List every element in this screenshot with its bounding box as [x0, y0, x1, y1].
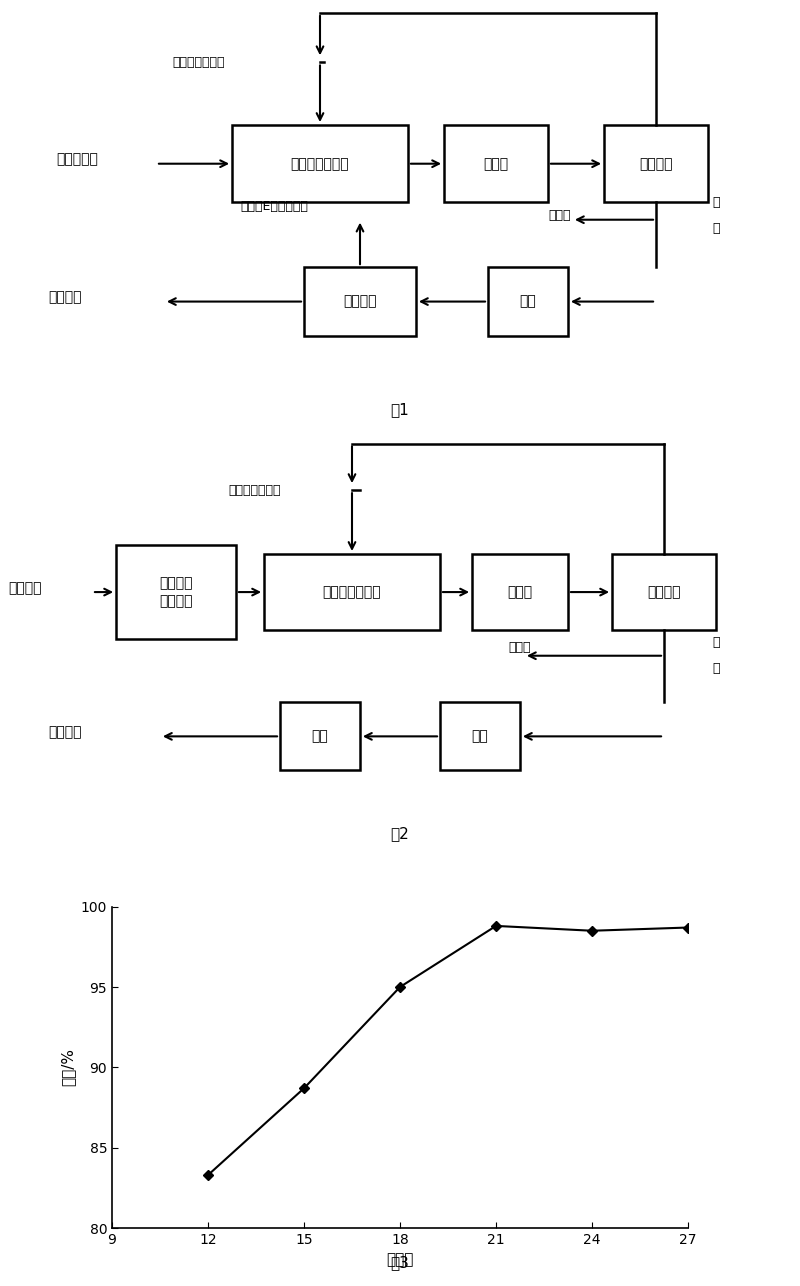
- FancyBboxPatch shape: [472, 554, 568, 630]
- Text: 共溶体系的形成: 共溶体系的形成: [322, 585, 382, 599]
- Text: 分: 分: [712, 637, 720, 649]
- Text: 油脂皂脚: 油脂皂脚: [8, 581, 42, 595]
- Text: 甘油相: 甘油相: [548, 208, 570, 222]
- Text: 图3: 图3: [390, 1255, 410, 1271]
- Text: 水洗: 水洗: [520, 294, 536, 309]
- Text: 甘油相: 甘油相: [508, 640, 530, 653]
- Text: 图2: 图2: [390, 827, 410, 841]
- Text: 图1: 图1: [390, 401, 410, 417]
- Text: 生物柴油: 生物柴油: [48, 725, 82, 739]
- FancyBboxPatch shape: [280, 702, 360, 770]
- FancyBboxPatch shape: [304, 267, 416, 336]
- Text: 共溶体系的形成: 共溶体系的形成: [290, 157, 350, 171]
- Text: 层: 层: [712, 662, 720, 675]
- Text: 分子蒸馏: 分子蒸馏: [343, 294, 377, 309]
- Y-axis label: 产率/%: 产率/%: [60, 1048, 75, 1087]
- Text: 维生素E、植物甾醇: 维生素E、植物甾醇: [240, 201, 308, 213]
- Text: 回收溶剂: 回收溶剂: [647, 585, 681, 599]
- FancyBboxPatch shape: [444, 125, 548, 202]
- FancyBboxPatch shape: [440, 702, 520, 770]
- Text: 脱水: 脱水: [312, 729, 328, 743]
- Text: 回收溶剂: 回收溶剂: [639, 157, 673, 171]
- Text: 酯交换: 酯交换: [483, 157, 509, 171]
- Text: 甲醇及四氢呋喃: 甲醇及四氢呋喃: [172, 57, 225, 69]
- Text: 生物柴油: 生物柴油: [48, 291, 82, 305]
- FancyBboxPatch shape: [232, 125, 408, 202]
- FancyBboxPatch shape: [116, 545, 236, 639]
- Text: 层: 层: [712, 221, 720, 235]
- FancyBboxPatch shape: [488, 267, 568, 336]
- Text: 水洗: 水洗: [472, 729, 488, 743]
- FancyBboxPatch shape: [264, 554, 440, 630]
- Text: 分: 分: [712, 195, 720, 210]
- Text: 脱臭馏出物: 脱臭馏出物: [56, 153, 98, 166]
- Text: 酯交换: 酯交换: [507, 585, 533, 599]
- X-axis label: 醇油比: 醇油比: [386, 1253, 414, 1268]
- Text: 甲醇及四氢呋喃: 甲醇及四氢呋喃: [228, 484, 281, 496]
- FancyBboxPatch shape: [612, 554, 716, 630]
- Text: 酸化、水
洗、脱水: 酸化、水 洗、脱水: [159, 576, 193, 608]
- FancyBboxPatch shape: [604, 125, 708, 202]
